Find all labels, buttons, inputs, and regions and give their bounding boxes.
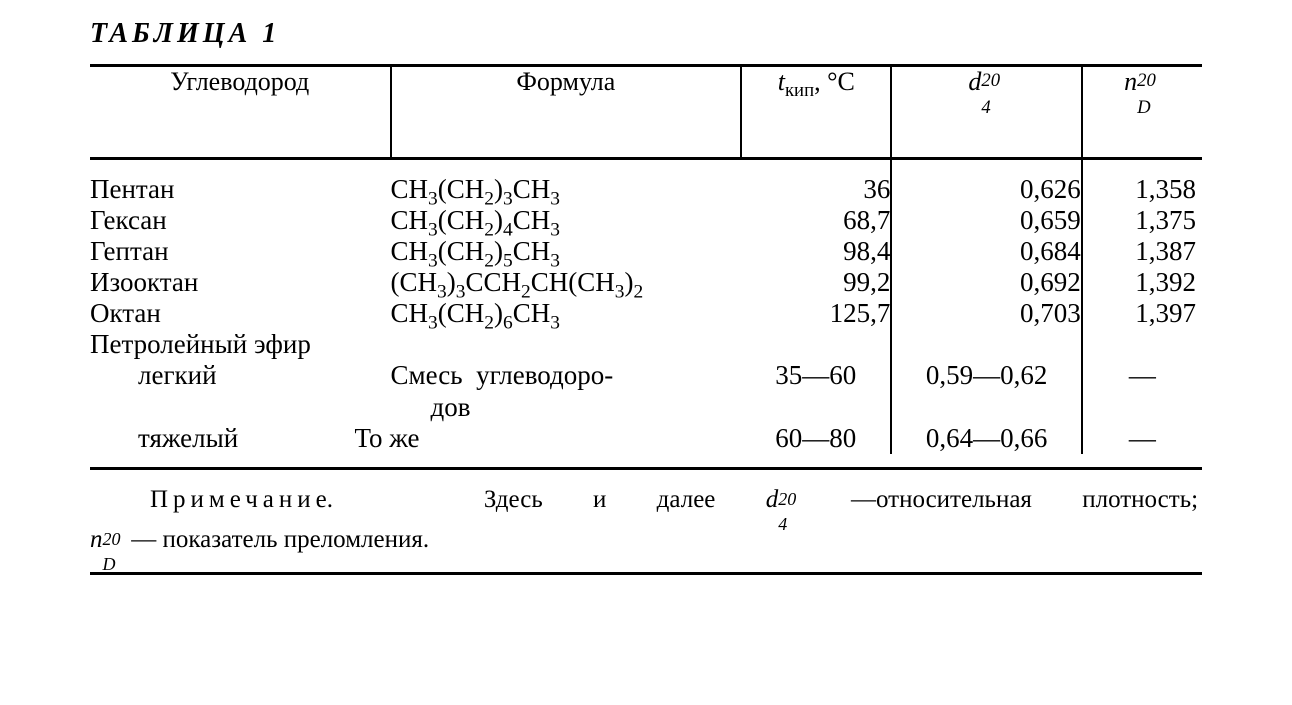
table-row: дов [90, 392, 1202, 423]
cell-formula: CH3(CH2)5CH3 [391, 236, 742, 267]
note-part2: —относительная плотность; [851, 486, 1198, 513]
cell-t: 68,7 [741, 205, 891, 236]
cell-name: Гептан [90, 236, 391, 267]
t-subscript: кип [785, 80, 814, 101]
cell-n: — [1082, 360, 1202, 391]
cell-name: Изооктан [90, 267, 391, 298]
cell-d: 0,659 [891, 205, 1081, 236]
table-row: тяжелыйТо же60—800,64—0,66— [90, 423, 1202, 454]
cell-d: 0,703 [891, 298, 1081, 329]
cell-d: 0,684 [891, 236, 1081, 267]
cell-d: 0,692 [891, 267, 1081, 298]
table-row: ГексанCH3(CH2)4CH368,70,6591,375 [90, 205, 1202, 236]
note-d-sup: 20 [778, 490, 796, 508]
cell-d: 0,64—0,66 [891, 423, 1081, 454]
table-row: ОктанCH3(CH2)6CH3125,70,7031,397 [90, 298, 1202, 329]
note-n-symbol: n [90, 526, 103, 553]
cell-n: 1,397 [1082, 298, 1202, 329]
spacer-row [90, 160, 1202, 174]
cell-n: 1,387 [1082, 236, 1202, 267]
cell-name: Октан [90, 298, 391, 329]
cell-t: 98,4 [741, 236, 891, 267]
cell-t: 36 [741, 174, 891, 205]
cell-n: 1,392 [1082, 267, 1202, 298]
cell-d: 0,626 [891, 174, 1081, 205]
page: ТАБЛИЦА 1 Углеводород Формула tкип, °C d… [0, 0, 1292, 575]
cell-name: легкий [90, 360, 391, 391]
d-symbol: d [968, 67, 981, 96]
n-sup: 20 [1137, 72, 1156, 91]
cell-name: Гексан [90, 205, 391, 236]
d-sub: 4 [981, 99, 990, 118]
note-d-sub: 4 [778, 515, 787, 533]
col-refractive-index: n20 D [1082, 67, 1202, 157]
cell-t: 35—60 [741, 360, 891, 391]
table-row: ПентанCH3(CH2)3CH3360,6261,358 [90, 174, 1202, 205]
note-part3: — показатель преломления. [131, 526, 429, 553]
cell-name: Петролейный эфир [90, 329, 741, 360]
cell-n: — [1082, 423, 1202, 454]
cell-n: 1,358 [1082, 174, 1202, 205]
col-formula: Формула [391, 67, 742, 157]
table-row: легкийСмесь углеводоро-35—600,59—0,62— [90, 360, 1202, 391]
note-n-sup: 20 [103, 530, 121, 548]
t-symbol: t [778, 67, 785, 96]
cell-formula: CH3(CH2)3CH3 [391, 174, 742, 205]
cell-name: тяжелый [90, 423, 391, 454]
footnote: Примечание. Здесь и далее d204 —относите… [90, 480, 1202, 560]
col-density: d20 4 [891, 67, 1081, 157]
header-row: Углеводород Формула tкип, °C d204 n20D [90, 67, 1202, 157]
table-row: ГептанCH3(CH2)5CH398,40,6841,387 [90, 236, 1202, 267]
cell-formula: То же [391, 423, 742, 454]
note-part1: Здесь и далее [484, 486, 766, 513]
data-table: Углеводород Формула tкип, °C d204 n20D П… [90, 67, 1202, 467]
cell-t: 125,7 [741, 298, 891, 329]
col-hydrocarbon: Углеводород [90, 67, 391, 157]
cell-t: 99,2 [741, 267, 891, 298]
cell-formula: дов [391, 392, 742, 423]
cell-name: Пентан [90, 174, 391, 205]
cell-formula: Смесь углеводоро- [391, 360, 742, 391]
note-lead: Примечани [150, 486, 316, 513]
rule-mid [90, 467, 1202, 470]
d-sup: 20 [981, 72, 1000, 91]
table-body: ПентанCH3(CH2)3CH3360,6261,358ГексанCH3(… [90, 157, 1202, 467]
cell-d: 0,59—0,62 [891, 360, 1081, 391]
cell-t: 60—80 [741, 423, 891, 454]
note-n-sub: D [103, 555, 116, 573]
cell-formula: CH3(CH2)6CH3 [391, 298, 742, 329]
cell-n: 1,375 [1082, 205, 1202, 236]
cell-formula: CH3(CH2)4CH3 [391, 205, 742, 236]
spacer-row [90, 454, 1202, 468]
table-row: Изооктан(CH3)3CCH2CH(CH3)299,20,6921,392 [90, 267, 1202, 298]
table-title: ТАБЛИЦА 1 [90, 18, 1202, 50]
col-boiling-point: tкип, °C [741, 67, 891, 157]
n-symbol: n [1124, 67, 1137, 96]
table-row: Петролейный эфир [90, 329, 1202, 360]
n-sub: D [1137, 99, 1151, 118]
cell-formula: (CH3)3CCH2CH(CH3)2 [391, 267, 742, 298]
note-lead-dot: е. [316, 486, 333, 513]
note-d-symbol: d [766, 486, 779, 513]
t-unit: , °C [814, 67, 855, 96]
rule-bottom [90, 572, 1202, 575]
